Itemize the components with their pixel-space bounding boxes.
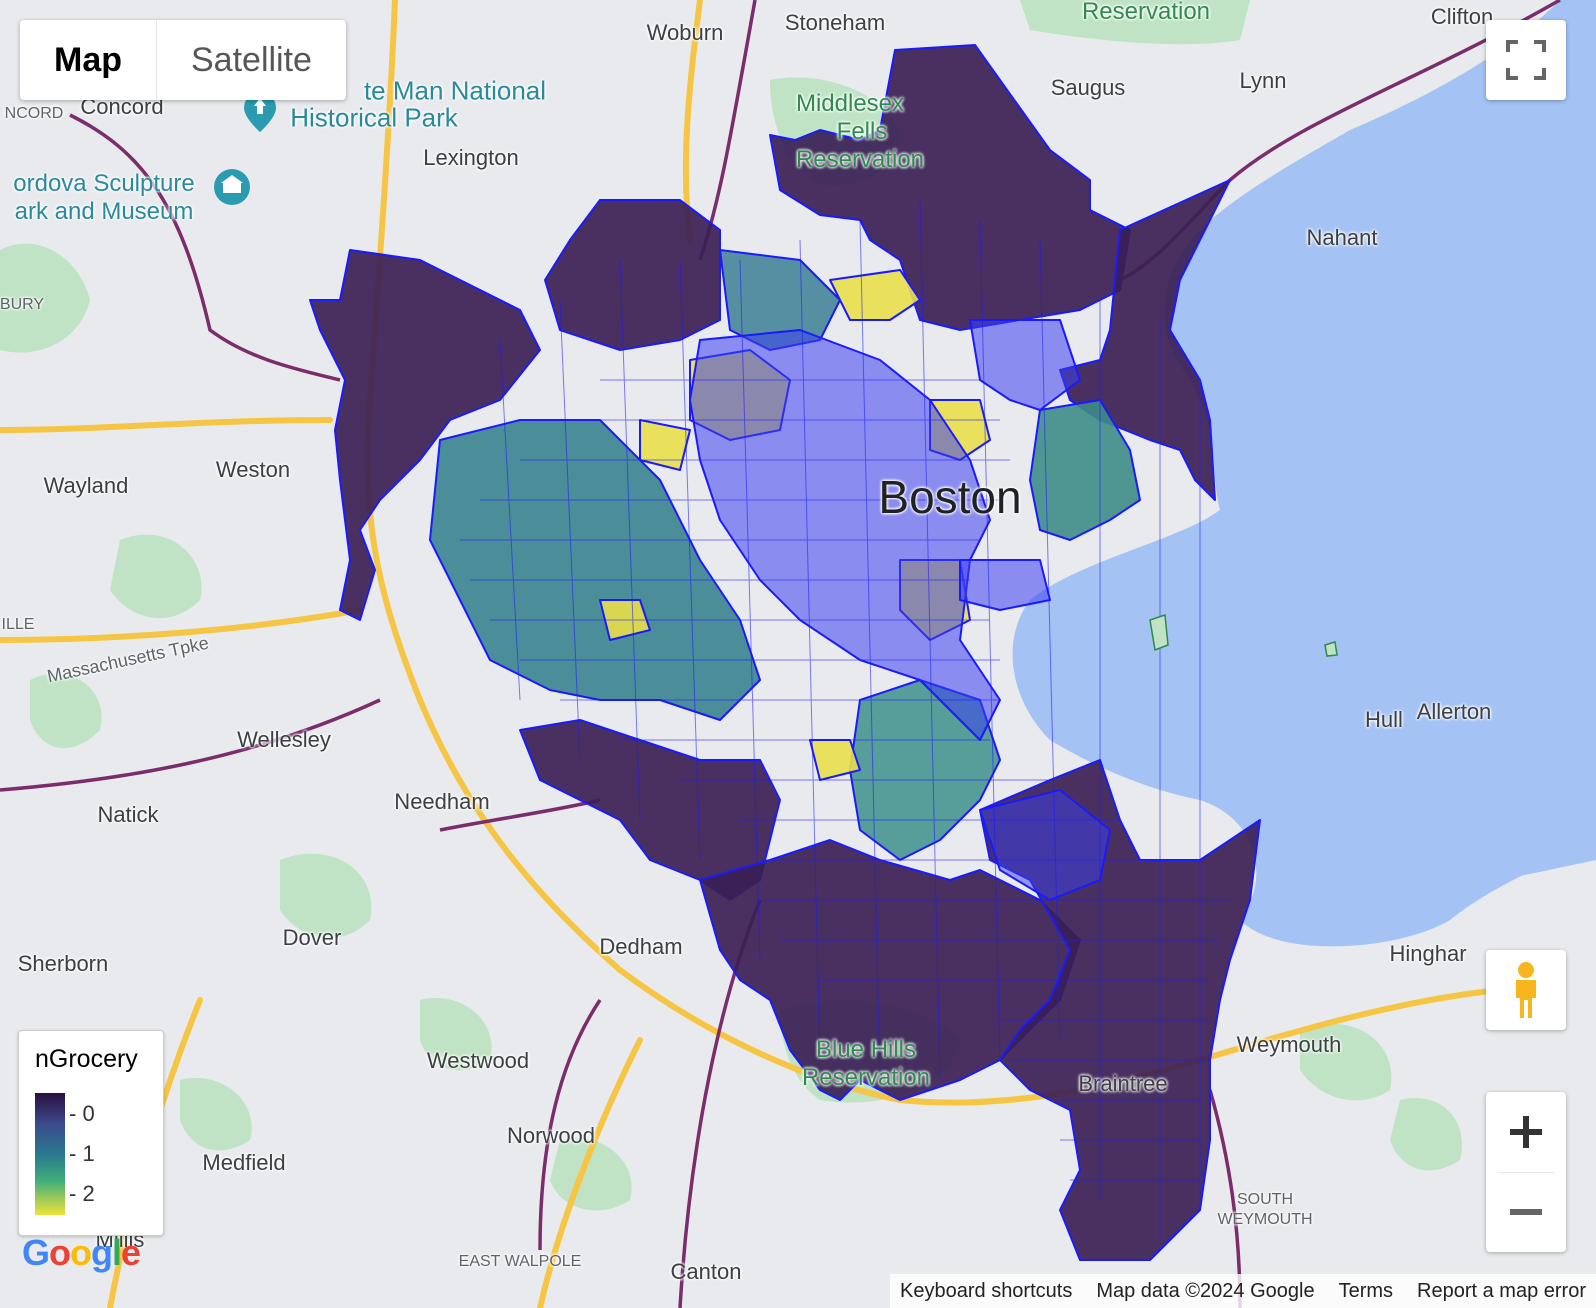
- legend-tick-2: - 2: [69, 1181, 95, 1206]
- choropleth-tracts: [309, 44, 1261, 1261]
- tract-region-dense-core: [689, 329, 1001, 741]
- color-legend: nGrocery - 0 - 1 - 2: [18, 1030, 164, 1236]
- map-type-satellite-button[interactable]: Satellite: [157, 20, 346, 100]
- harbor-island: [1324, 641, 1338, 657]
- legend-color-bar: [35, 1093, 65, 1215]
- minus-icon: [1510, 1209, 1542, 1215]
- legend-title: nGrocery: [35, 1045, 138, 1073]
- tract-region-northwest: [544, 199, 721, 351]
- map-type-map-button[interactable]: Map: [20, 20, 157, 100]
- tract-region-west: [309, 249, 541, 621]
- tract-region-south: [699, 839, 1081, 1101]
- tract-grid-texture: [460, 199, 1230, 1240]
- museum-pin-icon[interactable]: [214, 169, 250, 205]
- map-data-text: Map data ©2024 Google: [1096, 1279, 1315, 1302]
- street-view-pegman-button[interactable]: [1486, 950, 1566, 1030]
- terms-link[interactable]: Terms: [1338, 1279, 1394, 1302]
- tract-region-core-yellow-2: [829, 269, 921, 321]
- tract-region-harbor-teal: [1029, 399, 1141, 541]
- zoom-divider: [1498, 1172, 1554, 1173]
- water-hull-inner: [1220, 700, 1596, 900]
- fullscreen-icon: [1506, 40, 1546, 80]
- plus-icon: [1510, 1116, 1542, 1148]
- zoom-out-button[interactable]: [1486, 1172, 1566, 1252]
- pegman-icon: [1516, 962, 1536, 1018]
- google-logo[interactable]: Google: [22, 1232, 141, 1273]
- keyboard-shortcuts-link[interactable]: Keyboard shortcuts: [900, 1279, 1073, 1302]
- tract-region-central-teal: [429, 419, 761, 721]
- tract-region-dense-southboston: [959, 559, 1051, 611]
- fullscreen-button[interactable]: [1486, 20, 1566, 100]
- legend-tick-0: - 0: [69, 1101, 95, 1126]
- report-map-error-link[interactable]: Report a map error: [1417, 1279, 1586, 1302]
- attribution-bar: Keyboard shortcuts Map data ©2024 Google…: [890, 1274, 1596, 1308]
- poi-pin-icon[interactable]: [244, 92, 276, 132]
- legend-tick-1: - 1: [69, 1141, 95, 1166]
- tract-region-core-yellow-7: [639, 419, 691, 471]
- map-type-control: Map Satellite: [20, 20, 346, 100]
- harbor-island: [1149, 613, 1169, 652]
- zoom-control: [1486, 1092, 1566, 1252]
- zoom-in-button[interactable]: [1486, 1092, 1566, 1172]
